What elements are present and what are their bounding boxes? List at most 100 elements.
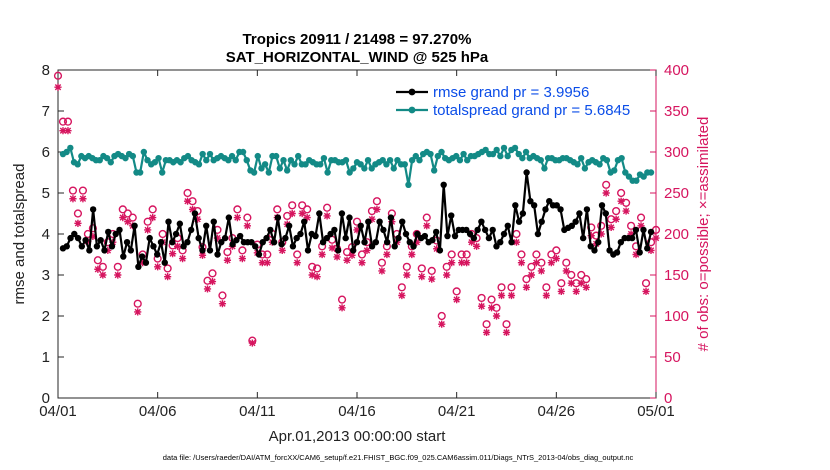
rmse-point [530, 202, 538, 209]
totalspread-point [522, 148, 530, 156]
rmse-point [74, 234, 82, 242]
obs-possible-point [397, 283, 406, 292]
obs-assimilated-point [303, 214, 311, 222]
obs-assimilated-point [178, 255, 187, 263]
obs-assimilated-point [482, 328, 491, 336]
obs-assimilated-point [577, 279, 585, 287]
rmse-point [154, 251, 161, 258]
rmse-point [274, 214, 282, 221]
obs-assimilated-point [64, 127, 72, 135]
obs-possible-point [462, 250, 471, 259]
obs-possible-point [303, 205, 312, 214]
obs-assimilated-point [552, 255, 560, 263]
obs-assimilated-point [154, 263, 162, 271]
y2-tick-label: 400 [664, 62, 689, 79]
totalspread-point [482, 146, 489, 154]
rmse-point [346, 214, 353, 221]
obs-possible-point [128, 213, 137, 222]
obs-possible-point [308, 262, 317, 271]
obs-possible-point [422, 213, 431, 222]
rmse-point [542, 206, 549, 213]
chart-subtitle: SAT_HORIZONTAL_WIND @ 525 hPa [226, 49, 489, 66]
totalspread-point [103, 154, 111, 162]
y2-tick-label: 100 [664, 308, 689, 325]
x-tick-label: 04/26 [538, 403, 576, 420]
x-tick-label: 04/21 [438, 403, 476, 420]
obs-assimilated-point [54, 83, 62, 91]
rmse-point [508, 239, 515, 246]
obs-assimilated-point [642, 287, 650, 295]
rmse-point [285, 222, 293, 229]
rmse-point [206, 247, 214, 254]
obs-possible-point [482, 320, 491, 329]
legend-label: rmse grand pr = 3.9956 [433, 84, 589, 101]
obs-assimilated-point [443, 271, 451, 279]
totalspread-point [401, 161, 408, 168]
rmse-point [180, 243, 187, 250]
obs-assimilated-point [193, 215, 202, 223]
totalspread-point [408, 157, 416, 164]
rmse-point [191, 210, 199, 217]
obs-possible-point [113, 262, 122, 271]
rmse-point [169, 239, 176, 246]
rmse-point [293, 234, 300, 242]
obs-assimilated-point [413, 238, 421, 246]
totalspread-point [317, 161, 324, 168]
obs-assimilated-point [368, 215, 376, 223]
obs-assimilated-point [333, 253, 341, 261]
rmse-point [353, 239, 361, 246]
totalspread-point [511, 144, 519, 152]
obs-assimilated-point [532, 259, 540, 267]
rmse-point [297, 230, 304, 238]
obs-possible-point [641, 279, 651, 288]
y2-tick-label: 0 [664, 390, 672, 407]
obs-assimilated-point [448, 259, 456, 267]
obs-possible-point [427, 266, 436, 276]
totalspread-point [515, 150, 522, 158]
obs-assimilated-point [74, 219, 82, 227]
obs-assimilated-point [378, 267, 386, 275]
obs-possible-point [517, 250, 526, 259]
totalspread-point [438, 148, 445, 156]
rmse-point [82, 236, 89, 244]
rmse-point [195, 234, 202, 242]
obs-possible-point [602, 180, 611, 189]
obs-assimilated-point [627, 230, 635, 238]
obs-possible-point [352, 217, 362, 226]
obs-assimilated-point [617, 197, 625, 205]
obs-assimilated-point [557, 287, 565, 295]
rmse-point [478, 218, 485, 225]
obs-possible-point [477, 293, 486, 303]
obs-assimilated-point [572, 287, 580, 295]
obs-assimilated-point [622, 207, 630, 215]
obs-assimilated-point [183, 197, 192, 205]
totalspread-point [500, 144, 508, 152]
legend-label: totalspread grand pr = 5.6845 [433, 102, 630, 119]
totalspread-point [140, 148, 148, 156]
rmse-point [334, 247, 342, 254]
obs-assimilated-point [632, 250, 640, 259]
obs-possible-point [323, 203, 332, 212]
obs-assimilated-point [338, 304, 346, 312]
obs-assimilated-point [597, 230, 605, 238]
rmse-point [602, 210, 609, 217]
obs-assimilated-point [497, 291, 506, 300]
obs-assimilated-point [208, 277, 217, 286]
rmse-point [527, 198, 534, 205]
y2-tick-label: 350 [664, 103, 689, 120]
rmse-point [203, 222, 210, 229]
rmse-point [617, 239, 625, 246]
totalspread-point [151, 159, 159, 166]
rmse-point [583, 206, 591, 213]
rmse-point [466, 230, 474, 238]
rmse-point [410, 243, 417, 250]
rmse-point [255, 251, 263, 258]
y2-tick-label: 50 [664, 349, 681, 366]
rmse-point [572, 218, 579, 225]
totalspread-point [239, 148, 247, 156]
obs-assimilated-point [169, 250, 177, 258]
rmse-point [67, 234, 74, 242]
obs-assimilated-point [463, 259, 471, 267]
totalspread-point [434, 152, 442, 160]
